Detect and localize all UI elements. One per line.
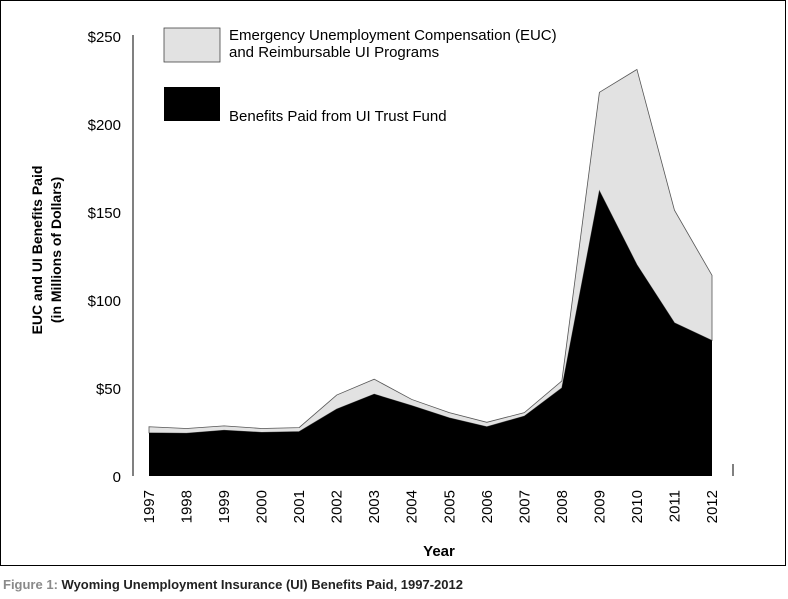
x-tick-label: 2009 — [591, 490, 608, 523]
x-axis-label: Year — [423, 543, 455, 560]
x-tick-label: 1997 — [141, 490, 158, 523]
figure-caption: Figure 1: Wyoming Unemployment Insurance… — [3, 577, 463, 593]
x-tick-label: 1998 — [179, 490, 196, 523]
y-tick-label: $200 — [88, 117, 121, 134]
chart-marks — [148, 68, 713, 476]
caption-label: Figure 1: — [3, 577, 58, 592]
x-tick-label: 2006 — [479, 490, 496, 523]
y-axis-label-line1: EUC and UI Benefits Paid — [29, 166, 45, 335]
legend-swatch-ui-trust — [164, 87, 220, 121]
x-tick-label: 2002 — [329, 490, 346, 523]
x-tick-labels: 1997 1998 1999 2000 2001 2002 2003 2004 2005 2006… — [141, 490, 721, 523]
x-tick-label: 2011 — [666, 490, 683, 522]
legend: Emergency Unemployment Compensation (EUC… — [163, 27, 557, 125]
y-tick-label: 0 — [113, 469, 121, 486]
x-tick-label: 2004 — [404, 490, 421, 523]
x-tick-label: 2010 — [629, 490, 646, 523]
x-tick-label: 2007 — [516, 490, 533, 523]
x-tick-label: 2005 — [441, 490, 458, 523]
area-ui-trust-fund — [149, 190, 712, 476]
legend-label-euc-line2: and Reimbursable UI Programs — [229, 44, 439, 61]
chart: 0 $50 $100 $150 $200 $250 1997 1998 1999 2000 200… — [29, 27, 734, 560]
legend-swatch-euc — [163, 27, 221, 63]
y-tick-label: $250 — [88, 29, 121, 46]
legend-label-euc-line1: Emergency Unemployment Compensation (EUC… — [229, 27, 557, 44]
x-tick-label: 2012 — [704, 490, 721, 523]
legend-label-ui-trust: Benefits Paid from UI Trust Fund — [229, 108, 447, 125]
caption-text: Wyoming Unemployment Insurance (UI) Bene… — [61, 577, 463, 592]
x-tick-label: 2003 — [366, 490, 383, 523]
x-tick-label: 2000 — [254, 490, 271, 523]
x-tick-label: 2008 — [554, 490, 571, 523]
y-tick-labels: 0 $50 $100 $150 $200 $250 — [88, 29, 121, 486]
y-tick-label: $100 — [88, 293, 121, 310]
chart-frame — [0, 0, 786, 566]
y-tick-label: $150 — [88, 205, 121, 222]
x-tick-label: 1999 — [216, 490, 233, 523]
y-axis-label-line2: (in Millions of Dollars) — [48, 177, 64, 323]
y-tick-label: $50 — [96, 381, 121, 398]
x-tick-label: 2001 — [291, 490, 308, 523]
axes — [132, 35, 734, 476]
